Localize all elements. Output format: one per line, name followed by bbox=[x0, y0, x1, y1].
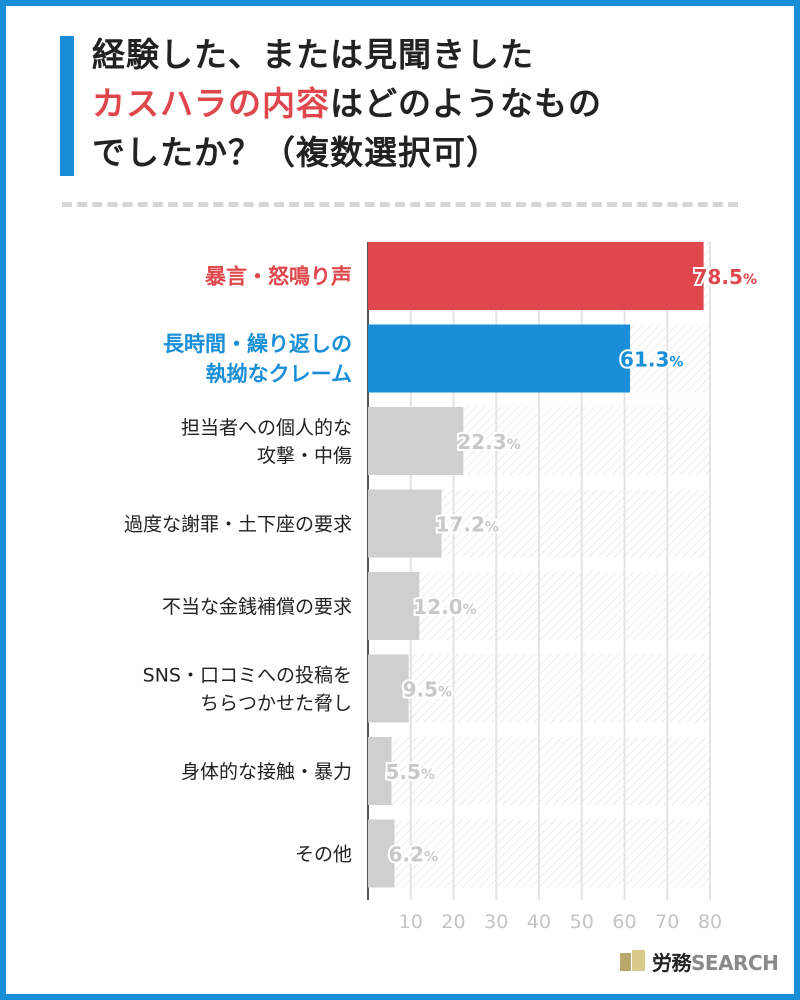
category-label: 担当者への個人的な bbox=[181, 417, 352, 439]
title-line-2: カスハラの内容はどのようなもの bbox=[92, 79, 772, 128]
bar bbox=[368, 654, 409, 723]
value-label: 78.5% bbox=[694, 265, 757, 289]
x-tick-label: 80 bbox=[698, 911, 722, 933]
category-label: SNS・口コミへの投稿を bbox=[143, 664, 352, 686]
value-unit: % bbox=[669, 355, 683, 371]
value-unit: % bbox=[421, 767, 435, 783]
title-line-2-rest: はどのようなもの bbox=[330, 84, 602, 123]
x-tick-label: 70 bbox=[655, 911, 679, 933]
value-unit: % bbox=[438, 685, 452, 701]
title-line-1: 経験した、または見聞きした bbox=[92, 35, 534, 74]
bar bbox=[368, 324, 631, 393]
x-tick-label: 60 bbox=[612, 911, 636, 933]
category-label: 暴言・怒鳴り声 bbox=[205, 265, 352, 289]
title-divider bbox=[62, 202, 738, 207]
x-tick-label: 20 bbox=[441, 911, 465, 933]
bar bbox=[368, 572, 420, 640]
category-label: 不当な金銭補償の要求 bbox=[162, 596, 352, 618]
logo-text-jp: 労務 bbox=[652, 950, 692, 975]
value-label: 22.3% bbox=[457, 430, 520, 454]
brand-logo: 労務SEARCH bbox=[620, 947, 779, 976]
logo-book-icon bbox=[620, 950, 646, 972]
title-highlight: カスハラの内容 bbox=[92, 84, 330, 123]
category-label: 攻撃・中傷 bbox=[257, 445, 352, 467]
chart-title: 経験した、または見聞きした カスハラの内容はどのようなもの でしたか？（複数選択… bbox=[92, 30, 772, 177]
bar bbox=[368, 737, 392, 805]
category-label: 身体的な接触・暴力 bbox=[181, 761, 352, 783]
x-tick-label: 50 bbox=[570, 911, 594, 933]
value-unit: % bbox=[463, 602, 477, 618]
logo-text-en: SEARCH bbox=[691, 950, 779, 975]
bar bbox=[368, 489, 442, 558]
category-label: 長時間・繰り返しの bbox=[163, 332, 352, 356]
value-unit: % bbox=[743, 272, 757, 288]
category-label: ちらつかせた脅し bbox=[200, 692, 352, 714]
bar bbox=[368, 819, 395, 888]
title-line-3: でしたか？（複数選択可） bbox=[92, 133, 500, 172]
value-unit: % bbox=[507, 437, 521, 453]
x-tick-label: 10 bbox=[399, 911, 423, 933]
category-label: その他 bbox=[295, 843, 352, 865]
category-label: 過度な謝罪・土下座の要求 bbox=[124, 513, 352, 535]
bar bbox=[368, 242, 704, 310]
x-tick-label: 30 bbox=[484, 911, 508, 933]
category-label: 執拗なクレーム bbox=[206, 362, 352, 386]
x-tick-label: 40 bbox=[527, 911, 551, 933]
value-unit: % bbox=[424, 850, 438, 866]
value-unit: % bbox=[485, 520, 499, 536]
title-accent-bar bbox=[60, 36, 74, 176]
bar bbox=[368, 407, 464, 475]
logo-text: 労務SEARCH bbox=[652, 947, 779, 976]
